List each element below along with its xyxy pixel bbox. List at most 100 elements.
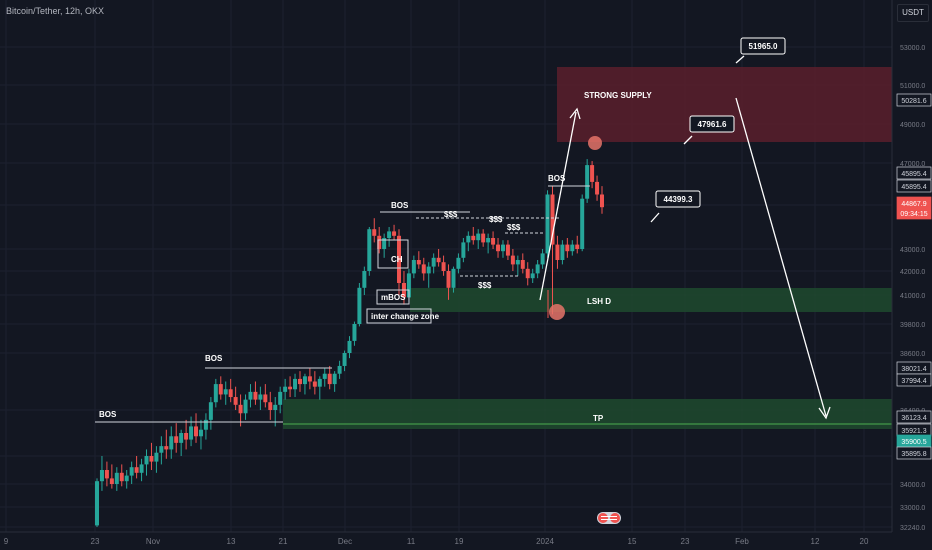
price-tick-label: 32240.0 bbox=[900, 525, 925, 532]
candle bbox=[535, 260, 540, 279]
candle bbox=[322, 368, 327, 387]
candle bbox=[357, 283, 362, 327]
symbol-title: Bitcoin/Tether, 12h, OKX bbox=[6, 6, 105, 16]
time-tick-label: 23 bbox=[91, 537, 100, 546]
time-tick-label: 11 bbox=[407, 537, 416, 546]
price-tick-label: 47000.0 bbox=[900, 161, 925, 168]
candle bbox=[228, 378, 233, 403]
candle bbox=[149, 442, 154, 470]
price-tick-label: 41000.0 bbox=[900, 293, 925, 300]
candle bbox=[134, 456, 139, 479]
structure-lines bbox=[95, 185, 590, 423]
candle bbox=[194, 413, 199, 443]
liquidity-sweep-marker bbox=[549, 304, 565, 320]
price-tag-value: 50281.6 bbox=[901, 98, 926, 105]
liquidity-label-3: $$$ bbox=[507, 223, 521, 232]
candle bbox=[510, 249, 515, 271]
price-tag-value: 35895.8 bbox=[901, 451, 926, 458]
candle bbox=[203, 413, 208, 440]
annotation-labels: BOS BOS BOS BOS CH mBOS inter change zon… bbox=[99, 91, 652, 423]
candle bbox=[283, 378, 288, 400]
time-tick-label: 19 bbox=[455, 537, 464, 546]
time-tick-label: Nov bbox=[146, 537, 160, 546]
candle bbox=[600, 186, 604, 214]
time-tick-label: 20 bbox=[860, 537, 869, 546]
candle bbox=[436, 249, 441, 267]
candle bbox=[159, 436, 164, 465]
candle bbox=[575, 235, 580, 254]
candle bbox=[520, 253, 525, 274]
price-tag-value: 38021.4 bbox=[901, 366, 926, 373]
time-axis[interactable]: 9 23 Nov 13 21 Dec 11 19 2024 15 23 Feb 12 20 bbox=[4, 537, 869, 546]
candle bbox=[109, 464, 114, 489]
candle bbox=[481, 229, 486, 247]
svg-text:47961.6: 47961.6 bbox=[698, 120, 727, 129]
candle bbox=[570, 240, 575, 256]
candle bbox=[263, 384, 268, 408]
candle bbox=[595, 175, 600, 201]
candle bbox=[268, 391, 273, 420]
candle bbox=[550, 186, 555, 315]
mbos-label: mBOS bbox=[381, 293, 406, 302]
candle bbox=[525, 262, 530, 286]
time-tick-label: 21 bbox=[279, 537, 288, 546]
currency-button[interactable]: USDT bbox=[897, 4, 929, 22]
price-tick-label: 34000.0 bbox=[900, 482, 925, 489]
time-tick-label: Feb bbox=[735, 537, 749, 546]
candle bbox=[174, 423, 179, 453]
supply-touch-marker bbox=[588, 136, 602, 150]
candle bbox=[560, 240, 565, 265]
arrows bbox=[539, 55, 831, 420]
candle bbox=[565, 238, 570, 258]
target-callout-3: 44399.3 bbox=[655, 190, 701, 208]
candle bbox=[456, 253, 461, 274]
candle bbox=[362, 266, 367, 295]
candle bbox=[184, 419, 189, 450]
price-tag-time: 09:34:15 bbox=[900, 211, 927, 218]
candle bbox=[293, 373, 298, 398]
price-tick-label: 43000.0 bbox=[900, 247, 925, 254]
candle bbox=[580, 194, 585, 252]
candle bbox=[387, 227, 392, 247]
candle bbox=[302, 373, 307, 395]
price-tag: 37994.4 bbox=[896, 373, 932, 387]
svg-text:44399.3: 44399.3 bbox=[664, 195, 693, 204]
liquidity-label-1: $$$ bbox=[444, 210, 458, 219]
candle bbox=[129, 461, 134, 484]
candle bbox=[189, 416, 194, 447]
candle bbox=[278, 386, 283, 414]
candle bbox=[540, 249, 545, 269]
candle bbox=[179, 429, 184, 456]
candle bbox=[332, 371, 337, 392]
candle bbox=[431, 253, 436, 274]
candle bbox=[505, 240, 510, 260]
candle bbox=[208, 397, 213, 430]
price-tags: 50281.6 45895.4 45895.4 44867.9 09:34:15 3802… bbox=[896, 93, 932, 460]
bos-label-2: BOS bbox=[205, 354, 223, 363]
candle bbox=[486, 233, 491, 254]
candle bbox=[590, 161, 595, 189]
candle bbox=[426, 262, 431, 288]
liquidity-label-2: $$$ bbox=[489, 215, 503, 224]
candle bbox=[476, 229, 481, 249]
price-tag: 36123.4 bbox=[896, 410, 932, 424]
candle bbox=[411, 255, 416, 279]
candle bbox=[243, 394, 248, 420]
price-tick-label: 51000.0 bbox=[900, 83, 925, 90]
candle bbox=[545, 190, 550, 258]
price-tag-value: 37994.4 bbox=[901, 378, 926, 385]
candle bbox=[258, 386, 263, 410]
candle bbox=[253, 381, 258, 405]
price-tag: 44867.9 09:34:15 bbox=[896, 196, 932, 220]
candle bbox=[500, 240, 505, 258]
candle bbox=[392, 224, 397, 241]
candle bbox=[451, 266, 456, 293]
price-tick-label: 39800.0 bbox=[900, 322, 925, 329]
demand-zone-lsh bbox=[410, 288, 892, 312]
candle bbox=[555, 235, 560, 269]
time-tick-label: 23 bbox=[681, 537, 690, 546]
strong-supply-label: STRONG SUPPLY bbox=[584, 91, 652, 100]
candle bbox=[198, 419, 203, 450]
price-tick-label: 42000.0 bbox=[900, 269, 925, 276]
